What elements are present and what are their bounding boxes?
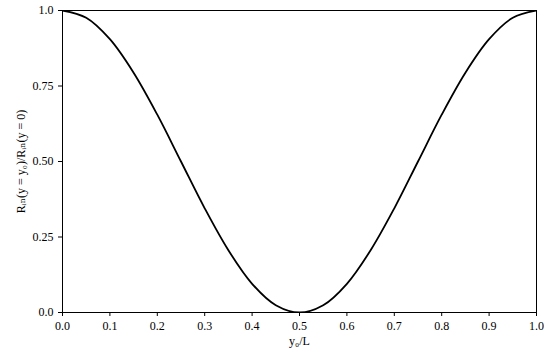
svg-text:0.25: 0.25	[33, 230, 54, 244]
svg-text:0.2: 0.2	[150, 319, 165, 333]
svg-text:0.9: 0.9	[482, 319, 497, 333]
svg-text:0.8: 0.8	[434, 319, 449, 333]
svg-text:0.5: 0.5	[292, 319, 307, 333]
svg-text:0.7: 0.7	[387, 319, 402, 333]
svg-text:y₀/L: y₀/L	[289, 334, 310, 348]
svg-text:1.0: 1.0	[529, 319, 544, 333]
svg-text:0.4: 0.4	[245, 319, 260, 333]
svg-text:0.6: 0.6	[339, 319, 354, 333]
svg-text:0.75: 0.75	[33, 79, 54, 93]
svg-text:0.0: 0.0	[55, 319, 70, 333]
svg-text:1.0: 1.0	[39, 3, 54, 17]
svg-text:Rᵢₙ(y = y₀)/Rᵢₙ(y = 0): Rᵢₙ(y = y₀)/Rᵢₙ(y = 0)	[14, 110, 28, 213]
svg-text:0.50: 0.50	[33, 154, 54, 168]
svg-text:0.3: 0.3	[197, 319, 212, 333]
svg-text:0.1: 0.1	[102, 319, 117, 333]
svg-text:0.0: 0.0	[39, 305, 54, 319]
